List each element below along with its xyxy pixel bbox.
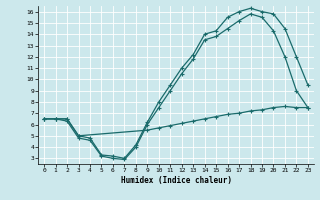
X-axis label: Humidex (Indice chaleur): Humidex (Indice chaleur) — [121, 176, 231, 185]
